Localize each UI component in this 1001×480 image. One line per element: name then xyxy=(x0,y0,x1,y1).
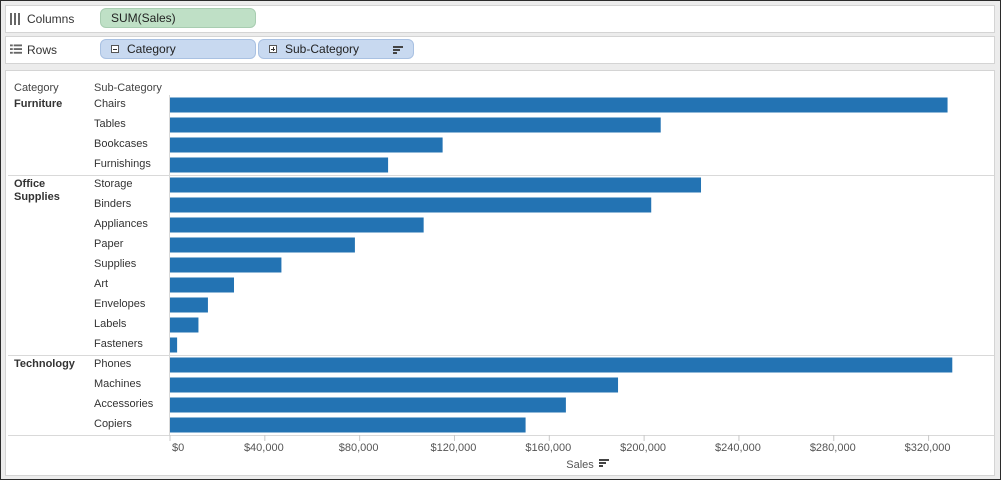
bar[interactable]: Fasteners xyxy=(170,337,178,353)
collapse-icon[interactable] xyxy=(111,45,119,53)
sub-category-label: Tables xyxy=(94,118,126,130)
columns-label-text: Columns xyxy=(27,12,75,26)
category-pill[interactable]: Category xyxy=(100,39,256,59)
bar[interactable]: Labels xyxy=(170,317,199,333)
sub-category-label: Paper xyxy=(94,238,124,250)
expand-icon[interactable] xyxy=(269,45,277,53)
sub-category-label: Chairs xyxy=(94,98,126,110)
sub-category-label: Labels xyxy=(94,318,127,330)
columns-icon xyxy=(10,13,20,25)
category-pill-label: Category xyxy=(127,42,176,56)
bar[interactable]: Accessories xyxy=(170,397,566,413)
group-separator xyxy=(8,434,994,436)
bar[interactable]: Copiers xyxy=(170,417,526,433)
category-label: Office Supplies xyxy=(14,178,60,203)
sub-category-label: Phones xyxy=(94,358,132,370)
plot-left-border xyxy=(169,95,170,435)
x-tick-label: $80,000 xyxy=(339,442,379,454)
columns-shelf-label: Columns xyxy=(10,11,74,27)
category-header: Category xyxy=(14,82,59,94)
sub-category-label: Furnishings xyxy=(94,158,151,170)
bar[interactable]: Envelopes xyxy=(170,297,208,313)
chart-view: Category Sub-Category Furniture Chairs Tab… xyxy=(5,70,995,476)
sub-category-label: Machines xyxy=(94,378,142,390)
rows-shelf: Rows Category Sub-Category xyxy=(5,36,995,64)
x-tick-label: $280,000 xyxy=(810,442,856,454)
group-separator xyxy=(8,354,994,356)
sub-category-label: Envelopes xyxy=(94,298,146,310)
bar-chart: Chairs Tables Bookcases Furnishings Storage B… xyxy=(169,97,953,471)
bar[interactable]: Binders xyxy=(170,197,652,213)
bar[interactable]: Appliances xyxy=(170,217,424,233)
x-tick-label: $240,000 xyxy=(715,442,761,454)
sub-category-header: Sub-Category xyxy=(94,82,162,94)
category-label: Technology xyxy=(14,358,75,370)
sort-descending-icon[interactable] xyxy=(393,46,403,55)
bar[interactable]: Storage xyxy=(170,177,702,193)
sub-category-label: Art xyxy=(94,278,109,290)
sub-category-label: Fasteners xyxy=(94,338,143,350)
bar[interactable]: Supplies xyxy=(170,257,282,273)
bar[interactable]: Phones xyxy=(170,357,953,373)
rows-shelf-label: Rows xyxy=(10,42,57,58)
sub-category-label: Supplies xyxy=(94,258,137,270)
sub-category-label: Binders xyxy=(94,198,132,210)
group-separator xyxy=(8,174,994,176)
bar[interactable]: Tables xyxy=(170,117,661,133)
columns-shelf: Columns SUM(Sales) xyxy=(5,5,995,33)
sub-category-pill-label: Sub-Category xyxy=(285,42,360,56)
sub-category-label: Storage xyxy=(94,178,133,190)
category-label: Furniture xyxy=(14,98,63,110)
sub-category-label: Bookcases xyxy=(94,138,148,150)
x-tick-label: $0 xyxy=(172,442,184,454)
bar[interactable]: Furnishings xyxy=(170,157,389,173)
x-axis-title[interactable]: Sales xyxy=(566,459,594,471)
bar[interactable]: Paper xyxy=(170,237,355,253)
x-tick-label: $320,000 xyxy=(905,442,951,454)
bar[interactable]: Bookcases xyxy=(170,137,443,153)
bar[interactable]: Chairs xyxy=(170,97,948,113)
sub-category-label: Copiers xyxy=(94,418,132,430)
sub-category-label: Accessories xyxy=(94,398,154,410)
x-tick-label: $200,000 xyxy=(620,442,666,454)
sum-sales-pill[interactable]: SUM(Sales) xyxy=(100,8,256,28)
x-tick-label: $160,000 xyxy=(525,442,571,454)
rows-icon xyxy=(10,44,22,54)
x-tick-label: $40,000 xyxy=(244,442,284,454)
bar[interactable]: Art xyxy=(170,277,235,293)
sub-category-label: Appliances xyxy=(94,218,148,230)
sum-sales-pill-label: SUM(Sales) xyxy=(111,11,176,25)
sub-category-pill[interactable]: Sub-Category xyxy=(258,39,414,59)
rows-label-text: Rows xyxy=(27,43,58,57)
bar[interactable]: Machines xyxy=(170,377,619,393)
x-tick-label: $120,000 xyxy=(431,442,477,454)
axis-sort-icon[interactable] xyxy=(599,459,609,467)
